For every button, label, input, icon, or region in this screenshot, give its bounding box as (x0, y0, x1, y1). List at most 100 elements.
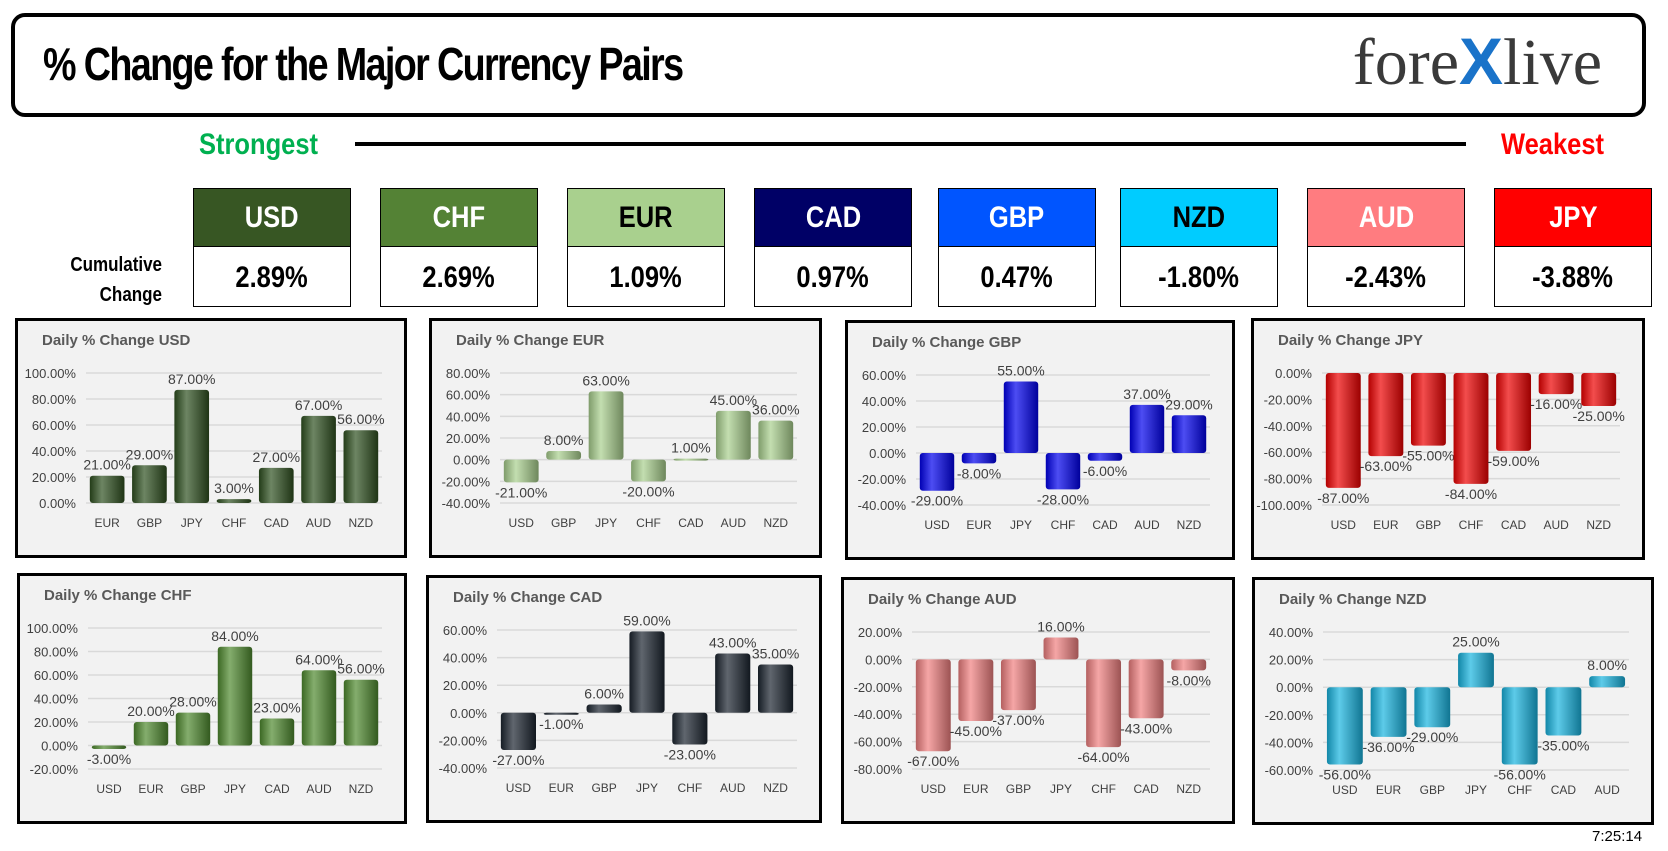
x-tick-label: USD (1332, 783, 1358, 797)
data-label: -16.00% (1530, 396, 1582, 412)
forexlive-logo: foreXlive (1352, 24, 1602, 99)
x-tick-label: NZD (349, 782, 374, 796)
x-tick-label: JPY (1465, 783, 1487, 797)
x-tick-label: GBP (180, 782, 205, 796)
chart-title: Daily % Change CAD (453, 589, 602, 606)
y-tick-label: 0.00% (869, 446, 906, 461)
currency-code: USD (194, 189, 350, 247)
chart-panel-cad: Daily % Change CAD -40.00% -20.00% 0.00% 20.… (426, 575, 822, 823)
data-label: 56.00% (337, 411, 384, 427)
bar-usd (1326, 687, 1363, 765)
data-label: -45.00% (950, 723, 1002, 739)
x-tick-label: CAD (1133, 782, 1159, 796)
x-tick-label: NZD (1586, 518, 1611, 532)
data-label: -23.00% (664, 747, 716, 763)
data-label: -25.00% (1573, 408, 1625, 424)
bar-usd (91, 745, 127, 750)
x-tick-label: USD (96, 782, 122, 796)
x-tick-label: EUR (94, 516, 120, 530)
data-label: 55.00% (997, 363, 1044, 379)
x-tick-label: CHF (1459, 518, 1484, 532)
y-tick-label: 80.00% (34, 645, 79, 660)
x-tick-label: CAD (1501, 518, 1527, 532)
data-label: -63.00% (1360, 458, 1412, 474)
data-label: -59.00% (1487, 453, 1539, 469)
chart-title: Daily % Change GBP (872, 334, 1021, 351)
bar-cad (1087, 453, 1123, 461)
data-label: 63.00% (582, 372, 629, 388)
bar-usd (500, 712, 536, 751)
x-tick-label: AUD (306, 516, 332, 530)
x-tick-label: CHF (1051, 518, 1076, 532)
currency-change-value: 2.69% (422, 260, 496, 294)
x-tick-label: CAD (1092, 518, 1118, 532)
currency-code: AUD (1308, 189, 1464, 247)
x-tick-label: GBP (1420, 783, 1445, 797)
y-tick-label: 40.00% (443, 651, 488, 666)
y-tick-label: -60.00% (1265, 763, 1314, 778)
data-label: 20.00% (127, 703, 174, 719)
bar-gbp (546, 451, 582, 460)
bar-cad (673, 458, 709, 461)
currency-box-chf: CHF 2.69% (380, 188, 538, 307)
bar-gbp (1000, 659, 1036, 711)
x-tick-label: USD (1331, 518, 1357, 532)
y-tick-label: -40.00% (439, 761, 488, 776)
chart-title: Daily % Change JPY (1278, 332, 1423, 349)
timestamp: 7:25:14 (1592, 828, 1643, 845)
y-tick-label: 20.00% (862, 420, 907, 435)
chart-panel-usd: Daily % Change USD 0.00% 20.00% 40.00% 60.00… (15, 318, 407, 558)
data-label: 21.00% (83, 457, 130, 473)
bar-nzd (1171, 415, 1207, 453)
bar-aud (715, 410, 751, 460)
bar-eur (133, 722, 169, 746)
bar-usd (919, 453, 955, 491)
bar-cad (258, 467, 294, 503)
bar-cad (1128, 659, 1164, 719)
strongest-label: Strongest (199, 128, 319, 161)
data-label: 8.00% (1587, 657, 1627, 673)
data-label: 6.00% (584, 686, 624, 702)
page-title: % Change for the Major Currency Pairs (43, 38, 684, 90)
x-tick-label: JPY (1050, 782, 1072, 796)
y-tick-label: 40.00% (32, 444, 77, 459)
bar-nzd (343, 679, 379, 746)
data-label: -43.00% (1120, 720, 1172, 736)
y-tick-label: -40.00% (1264, 419, 1313, 434)
y-tick-label: -20.00% (1264, 392, 1313, 407)
y-tick-label: 100.00% (27, 621, 79, 636)
x-tick-label: USD (924, 518, 950, 532)
currency-code: JPY (1495, 189, 1651, 247)
x-tick-label: CAD (678, 516, 704, 530)
bar-nzd (343, 430, 379, 503)
bar-aud (715, 653, 751, 713)
bar-chf (1086, 659, 1122, 748)
data-label: 43.00% (709, 634, 756, 650)
bar-aud (1538, 373, 1574, 395)
x-tick-label: CAD (264, 516, 290, 530)
y-tick-label: -20.00% (1265, 708, 1314, 723)
y-tick-label: 60.00% (32, 418, 77, 433)
data-label: -35.00% (1537, 738, 1589, 754)
currency-box-nzd: NZD -1.80% (1120, 188, 1278, 307)
data-label: 23.00% (253, 699, 300, 715)
y-tick-label: 20.00% (443, 678, 488, 693)
bar-jpy (1043, 637, 1079, 660)
bar-jpy (1003, 381, 1039, 453)
data-label: 25.00% (1452, 634, 1499, 650)
bar-usd (503, 459, 539, 483)
currency-code: CHF (381, 189, 537, 247)
currency-box-jpy: JPY -3.88% (1494, 188, 1652, 307)
y-tick-label: 20.00% (1269, 653, 1314, 668)
data-label: -29.00% (911, 493, 963, 509)
data-label: 59.00% (623, 612, 670, 628)
bar-chart: Daily % Change USD 0.00% 20.00% 40.00% 60.00… (25, 332, 385, 530)
y-tick-label: 40.00% (862, 394, 907, 409)
y-tick-label: 0.00% (865, 652, 902, 667)
data-label: 8.00% (544, 432, 584, 448)
y-tick-label: -80.00% (854, 762, 903, 777)
bar-chf (631, 459, 666, 482)
bar-chf (1045, 453, 1081, 490)
x-tick-label: JPY (636, 781, 658, 795)
